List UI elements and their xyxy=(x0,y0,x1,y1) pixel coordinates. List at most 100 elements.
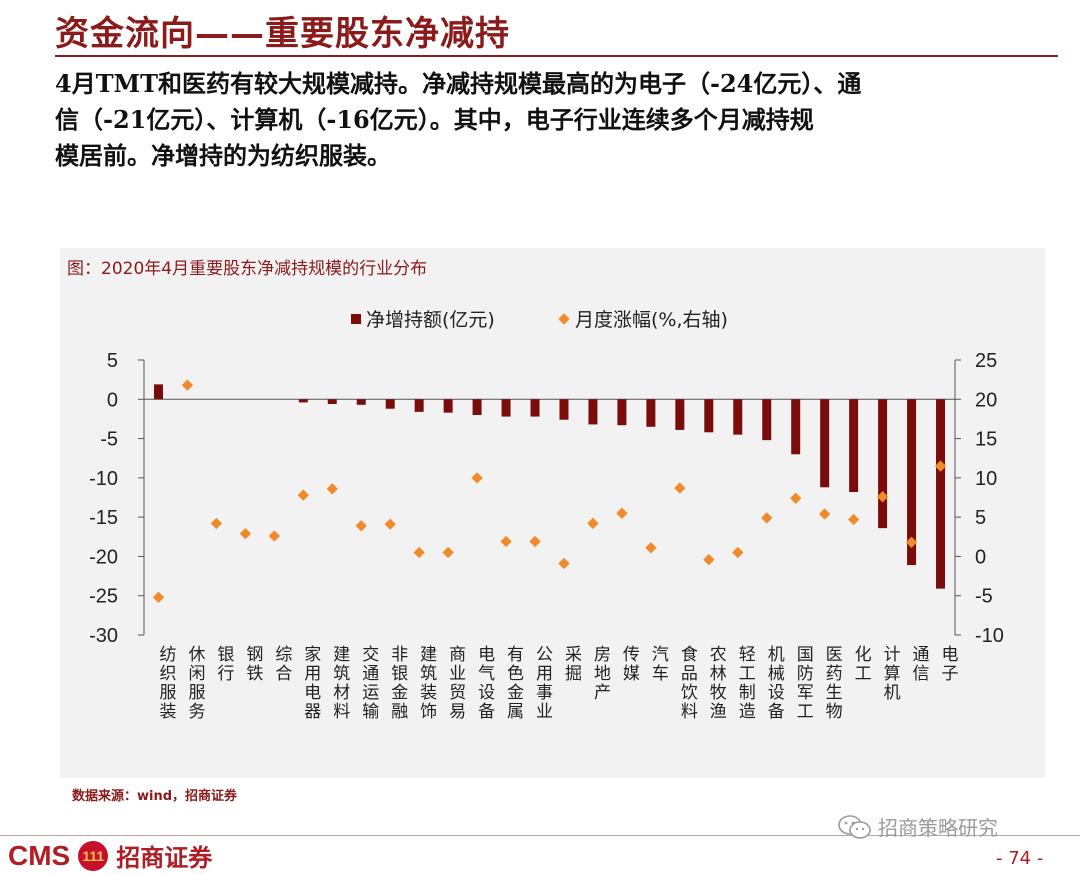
dot-mark xyxy=(326,483,338,495)
dot-mark xyxy=(355,520,367,532)
bar-mark xyxy=(820,399,830,488)
bar-mark xyxy=(588,399,598,425)
intro-paragraph: 4月TMT和医药有较大规模减持。净减持规模最高的为电子（-24亿元）、通 信（-… xyxy=(55,66,1060,174)
category-label: 商业贸易 xyxy=(445,645,466,721)
bar-series xyxy=(153,384,946,589)
right-tick-label: -10 xyxy=(975,625,1004,647)
company-logo: CMS 111 招商证券 xyxy=(8,838,212,873)
left-tick-label: -20 xyxy=(89,546,118,568)
category-label: 采掘 xyxy=(561,645,582,683)
dot-mark xyxy=(616,507,628,519)
category-label: 家用电器 xyxy=(300,645,321,721)
title-divider xyxy=(55,55,1058,57)
category-label: 公用事业 xyxy=(532,645,553,721)
bar-mark xyxy=(443,399,453,413)
footer-divider xyxy=(0,835,1080,836)
category-label: 农林牧渔 xyxy=(706,645,727,721)
dot-mark xyxy=(471,472,483,484)
category-label: 计算机 xyxy=(880,645,901,702)
category-label: 银行 xyxy=(213,645,234,683)
bar-mark xyxy=(907,399,917,566)
bar-mark xyxy=(791,399,801,455)
bar-mark xyxy=(530,399,540,417)
dot-series xyxy=(152,379,947,603)
category-label: 有色金属 xyxy=(503,645,524,721)
category-label: 食品饮料 xyxy=(677,645,698,721)
dot-mark xyxy=(790,492,802,504)
bar-mark xyxy=(501,399,511,417)
category-label: 化工 xyxy=(851,645,872,683)
bar-mark xyxy=(646,399,656,427)
left-tick-label: 0 xyxy=(107,389,118,411)
logo-chinese-name: 招商证券 xyxy=(116,844,213,872)
chart-axes: 5 0 -5 -10 -15 -20 -25 -30 25 20 15 10 5 0 -5 -10 xyxy=(89,350,1004,647)
category-label: 医药生物 xyxy=(822,645,843,721)
dot-mark xyxy=(645,542,657,554)
category-label: 交通运输 xyxy=(358,645,379,721)
logo-mark-icon: 111 xyxy=(78,840,109,871)
watermark-text: 招商策略研究 xyxy=(878,816,998,840)
category-label: 传媒 xyxy=(619,645,640,683)
category-label: 机械设备 xyxy=(764,645,785,721)
dot-mark xyxy=(210,517,223,530)
bar-mark xyxy=(762,399,772,441)
legend-bar-swatch xyxy=(351,314,361,324)
category-label: 建筑装饰 xyxy=(416,645,437,721)
left-tick-label: -15 xyxy=(89,507,118,529)
left-tick-label: -25 xyxy=(89,586,118,608)
dot-mark xyxy=(413,546,425,559)
data-source: 数据来源：wind，招商证券 xyxy=(72,789,238,804)
bar-mark xyxy=(327,399,337,404)
dot-mark xyxy=(500,535,512,548)
holdings-change-chart: 净增持额(亿元) 月度涨幅(%,右轴) 5 0 -5 -10 -15 -20 -25 -30 2… xyxy=(89,309,1004,721)
bar-mark xyxy=(617,399,627,426)
right-tick-label: 25 xyxy=(975,350,997,372)
dot-mark xyxy=(703,553,715,566)
category-labels: 纺织服装 休闲服务 银行 钢铁 综合 家用电器 建筑材料 交通运输 非银金融 建筑装饰 商业贸易 电气… xyxy=(155,645,958,721)
bar-mark xyxy=(878,399,888,529)
bar-mark xyxy=(849,399,859,492)
intro-line: 模居前。净增持的为纺织服装。 xyxy=(55,141,391,170)
dot-mark xyxy=(384,518,396,530)
dot-mark xyxy=(239,527,252,540)
bar-mark xyxy=(298,399,308,403)
dot-mark xyxy=(152,591,165,603)
dot-mark xyxy=(297,489,309,501)
left-tick-label: 5 xyxy=(107,350,118,372)
bar-mark xyxy=(356,399,366,405)
category-label: 通信 xyxy=(909,645,930,683)
right-tick-label: 15 xyxy=(975,429,997,451)
bar-mark xyxy=(733,399,743,435)
bar-mark xyxy=(936,399,946,589)
right-tick-label: 5 xyxy=(975,507,986,529)
bar-mark xyxy=(472,399,482,415)
category-label: 轻工制造 xyxy=(735,645,756,721)
legend-bar-label: 净增持额(亿元) xyxy=(366,309,495,331)
bar-mark xyxy=(675,399,685,430)
chart-caption: 图：2020年4月重要股东净减持规模的行业分布 xyxy=(67,259,428,279)
category-label: 休闲服务 xyxy=(184,645,205,721)
legend-dot-label: 月度涨幅(%,右轴) xyxy=(575,309,728,331)
bar-mark xyxy=(385,399,395,409)
wechat-icon xyxy=(838,814,872,839)
category-label: 非银金融 xyxy=(387,645,408,721)
category-label: 建筑材料 xyxy=(329,645,350,721)
category-label: 汽车 xyxy=(648,645,669,683)
dot-mark xyxy=(876,491,889,503)
dot-mark xyxy=(847,513,860,526)
dot-mark xyxy=(181,379,194,391)
dot-mark xyxy=(268,530,280,542)
category-label: 房地产 xyxy=(590,645,611,702)
dot-mark xyxy=(761,512,773,524)
right-tick-label: 10 xyxy=(975,468,997,490)
dot-mark xyxy=(934,460,947,472)
intro-line: 4月TMT和医药有较大规模减持。净减持规模最高的为电子（-24亿元）、通 xyxy=(55,69,862,98)
right-tick-label: -5 xyxy=(975,586,993,608)
chart-legend: 净增持额(亿元) 月度涨幅(%,右轴) xyxy=(351,309,728,331)
left-tick-label: -10 xyxy=(89,468,118,490)
left-tick-label: -5 xyxy=(100,429,118,451)
dot-mark xyxy=(442,546,454,559)
dot-mark xyxy=(674,482,686,494)
category-label: 电子 xyxy=(938,645,959,683)
bar-mark xyxy=(704,399,714,433)
